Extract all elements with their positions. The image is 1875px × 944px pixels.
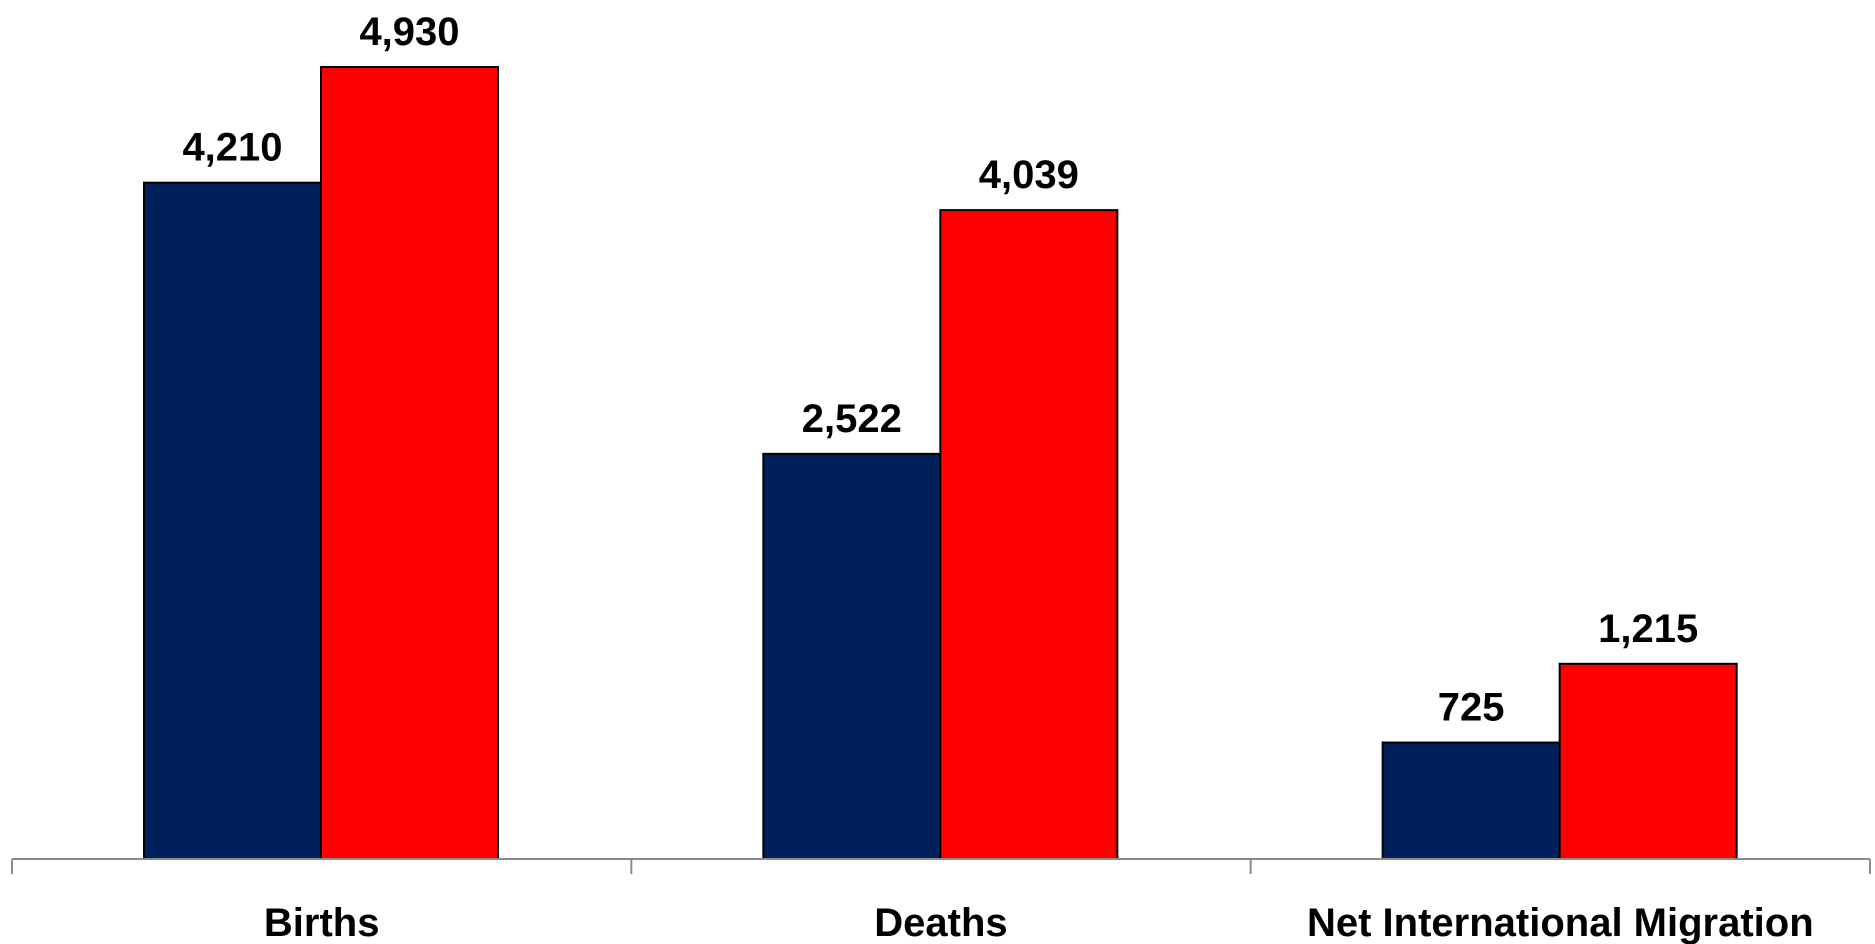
bar-births-series-1 [143,181,322,860]
x-tick-label-births: Births [264,901,380,944]
bar-net-international-migration-series-2 [1558,662,1738,860]
x-tick-label-deaths: Deaths [874,901,1007,944]
data-label: 4,039 [979,153,1079,197]
data-label: 1,215 [1598,607,1698,651]
x-tick-label-net-international-migration: Net International Migration [1307,901,1814,944]
bar-deaths-series-1 [762,452,942,860]
data-label: 725 [1438,686,1505,730]
data-label: 2,522 [802,397,902,441]
data-labels-layer: 4,210 4,930 2,522 4,039 725 1,215 [182,10,1698,730]
data-label: 4,210 [182,126,282,170]
bars-layer [143,66,1738,861]
bar-net-international-migration-series-1 [1381,741,1561,861]
data-label: 4,930 [359,10,459,54]
bar-deaths-series-2 [939,209,1119,860]
x-axis: Births Deaths Net International Migration [11,858,1871,944]
bar-births-series-2 [320,66,499,860]
